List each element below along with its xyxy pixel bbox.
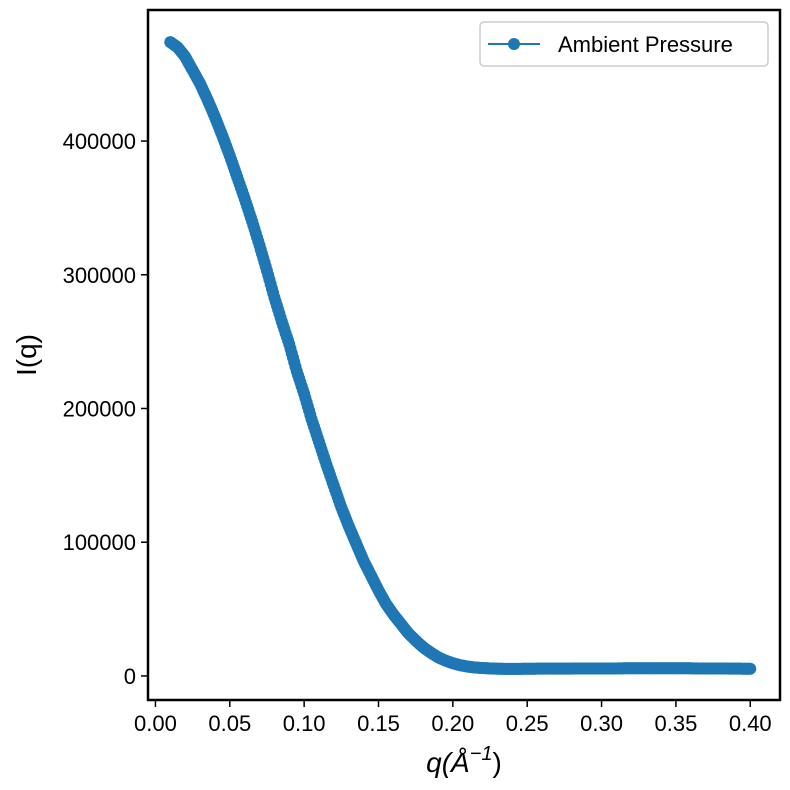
y-axis-label: I(q) [11, 334, 42, 376]
x-tick-label: 0.00 [134, 711, 177, 736]
plot-frame [146, 8, 782, 702]
x-tick-label: 0.05 [208, 711, 251, 736]
y-tick-label: 400000 [63, 129, 136, 154]
x-axis-ticks: 0.00 0.05 0.10 0.15 0.20 0.25 0.30 0.35 0.40 [134, 700, 772, 736]
y-tick-label: 0 [124, 664, 136, 689]
y-tick-label: 300000 [63, 263, 136, 288]
y-axis-ticks: 0 100000 200000 300000 400000 [63, 129, 148, 689]
data-point [744, 662, 757, 675]
x-tick-label: 0.30 [580, 711, 623, 736]
legend-box [479, 21, 769, 67]
x-axis-label-close: ) [493, 747, 502, 778]
legend: Ambient Pressure [479, 21, 769, 67]
x-axis-label-exponent: −1 [470, 743, 493, 765]
x-tick-label: 0.10 [283, 711, 326, 736]
x-tick-label: 0.20 [431, 711, 474, 736]
x-tick-label: 0.25 [506, 711, 549, 736]
x-axis-label-var: q( [426, 747, 454, 778]
x-tick-label: 0.15 [357, 711, 400, 736]
plot-background [148, 10, 780, 700]
series-layer [164, 36, 757, 675]
x-tick-label: 0.40 [729, 711, 772, 736]
legend-dot-marker [508, 38, 520, 50]
x-axis-label: q(Å−1) [426, 743, 502, 778]
x-tick-label: 0.35 [654, 711, 697, 736]
y-tick-label: 100000 [63, 530, 136, 555]
y-tick-label: 200000 [63, 396, 136, 421]
legend-label: Ambient Pressure [558, 32, 733, 57]
x-axis-label-unit: Å [449, 747, 470, 778]
